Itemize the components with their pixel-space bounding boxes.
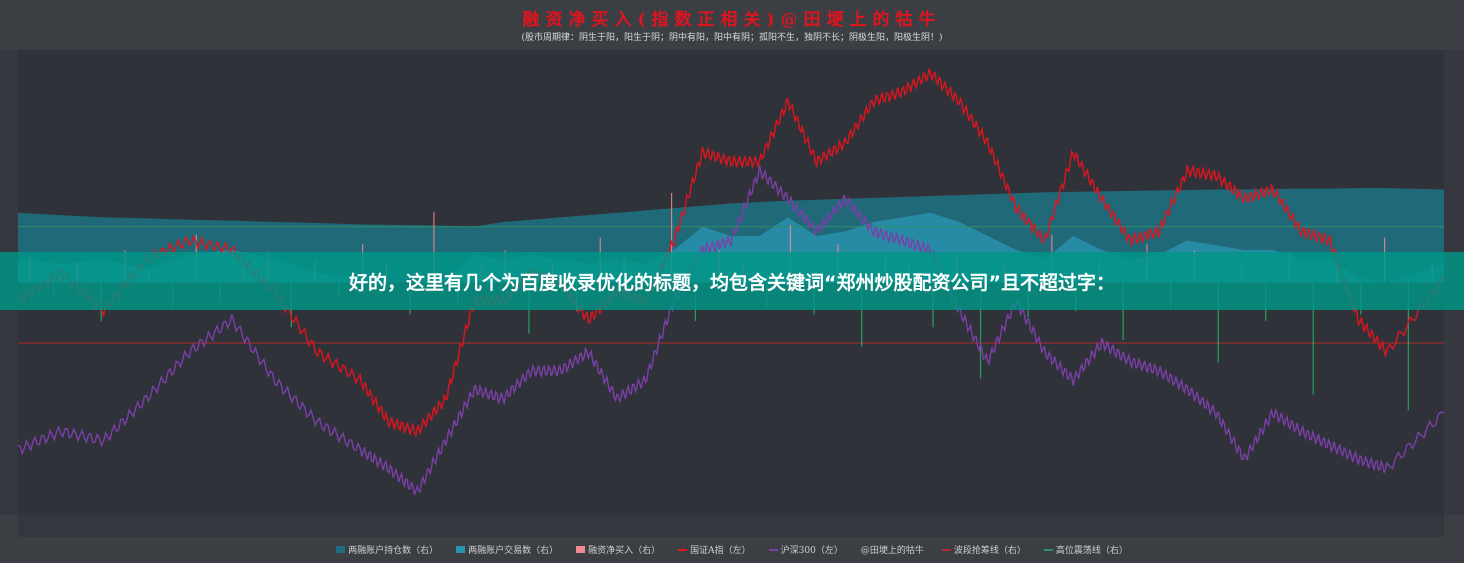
chart-title: 融资净买入(指数正相关)@田埂上的牯牛 — [522, 10, 942, 30]
legend-item[interactable]: 国证A指（左） — [678, 543, 751, 556]
legend-swatch — [336, 546, 346, 553]
legend-label: 沪深300（左） — [780, 546, 843, 556]
chart-subtitle: (股市周期律：阴生于阳，阳生于阴；阴中有阳，阳中有阴；孤阳不生，独阴不长；阴极生… — [521, 33, 943, 43]
legend-item[interactable]: 两融账户持仓数（右） — [336, 543, 438, 556]
x-axis — [18, 515, 1444, 537]
legend-label: 两融账户交易数（右） — [468, 546, 559, 556]
legend-swatch — [576, 546, 586, 553]
legend-item[interactable]: 沪深300（左） — [768, 543, 843, 556]
legend-label: 国证A指（左） — [690, 546, 751, 556]
legend-item[interactable]: 高位震荡线（右） — [1043, 543, 1128, 556]
overlay-banner: 好的，这里有几个为百度收录优化的标题，均包含关键词“郑州炒股配资公司”且不超过字… — [0, 252, 1464, 310]
legend-label: 两融账户持仓数（右） — [348, 546, 439, 556]
legend-swatch — [678, 548, 688, 551]
legend-label: @田埂上的牯牛 — [860, 546, 924, 556]
legend-item[interactable]: 融资净买入（右） — [576, 543, 660, 556]
banner-text: 好的，这里有几个为百度收录优化的标题，均包含关键词“郑州炒股配资公司”且不超过字… — [349, 271, 1115, 294]
legend-label: 融资净买入（右） — [588, 546, 661, 556]
legend-swatch — [1043, 548, 1053, 551]
series-line-hs300 — [17, 165, 1445, 496]
legend-item[interactable]: @田埂上的牯牛 — [861, 543, 924, 556]
chart-legend: 两融账户持仓数（右） 两融账户交易数（右） 融资净买入（右） 国证A指（左） 沪深300… — [0, 543, 1464, 556]
legend-label: 高位震荡线（右） — [1055, 546, 1128, 556]
legend-swatch — [941, 548, 951, 551]
legend-label: 波段抢筹线（右） — [953, 546, 1026, 556]
legend-item[interactable]: 两融账户交易数（右） — [456, 543, 558, 556]
legend-item[interactable]: 波段抢筹线（右） — [941, 543, 1026, 556]
legend-swatch — [768, 548, 778, 551]
legend-swatch — [456, 546, 466, 553]
series-line-guozheng-a — [17, 68, 1445, 438]
